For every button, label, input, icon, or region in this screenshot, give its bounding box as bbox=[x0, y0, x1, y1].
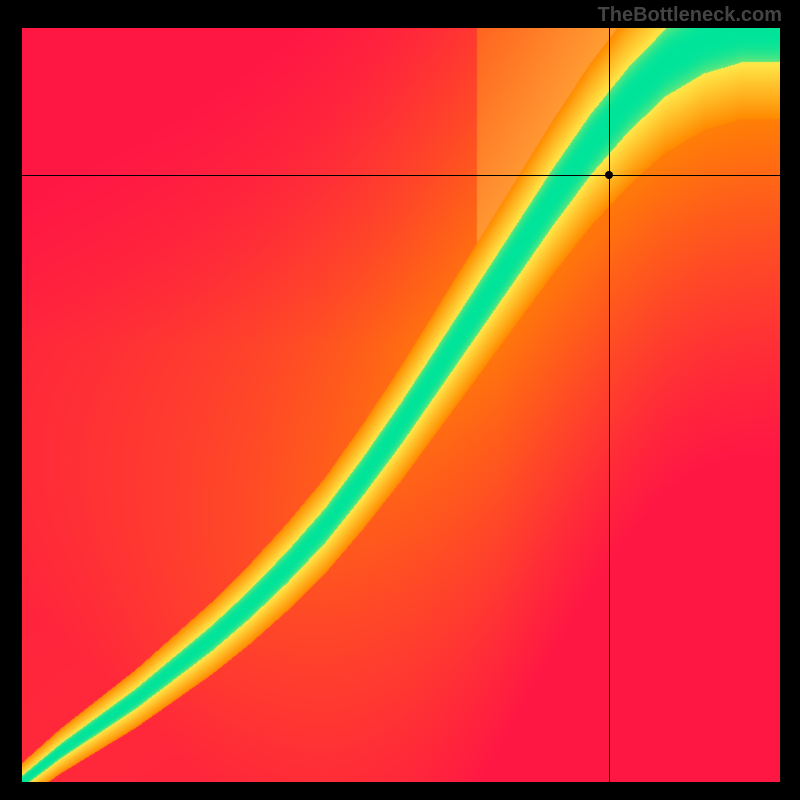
crosshair-marker bbox=[605, 171, 613, 179]
crosshair-horizontal bbox=[22, 175, 780, 176]
crosshair-vertical bbox=[609, 28, 610, 782]
heatmap-canvas bbox=[22, 28, 780, 782]
plot-container bbox=[22, 28, 780, 782]
watermark-text: TheBottleneck.com bbox=[598, 4, 782, 27]
